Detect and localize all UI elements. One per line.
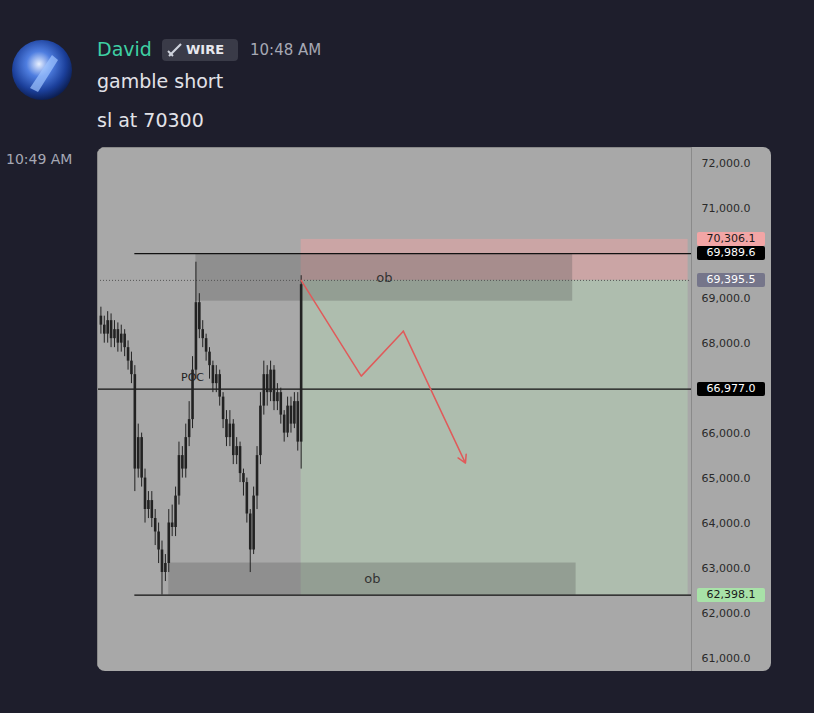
svg-text:71,000.0: 71,000.0: [702, 202, 751, 215]
html-text:62,398.1: 62,398.1: [706, 587, 756, 601]
svg-text:66,000.0: 66,000.0: [702, 427, 751, 440]
svg-text:69,000.0: 69,000.0: [702, 292, 751, 305]
html-text:69,395.5: 69,395.5: [706, 272, 756, 286]
svg-text:72,000.0: 72,000.0: [702, 157, 751, 170]
html-text:69,989.6: 69,989.6: [706, 246, 756, 260]
svg-text:63,000.0: 63,000.0: [702, 562, 751, 575]
html-text:10:48 AM: 10:48 AM: [250, 41, 322, 59]
html-text:David: David: [97, 38, 152, 60]
html-text:gamble short: gamble short: [97, 70, 224, 92]
html-text:sl at 70300: sl at 70300: [97, 109, 204, 131]
html-text:66,977.0: 66,977.0: [706, 381, 756, 395]
html-text:70,306.1: 70,306.1: [706, 231, 756, 245]
svg-text:61,000.0: 61,000.0: [702, 652, 751, 665]
html-text:10:49 AM: 10:49 AM: [6, 151, 73, 167]
svg-text:POC: POC: [181, 371, 204, 384]
svg-text:65,000.0: 65,000.0: [702, 472, 751, 485]
svg-text:68,000.0: 68,000.0: [702, 337, 751, 350]
svg-text:64,000.0: 64,000.0: [702, 517, 751, 530]
html-text:WIRE: WIRE: [186, 42, 225, 57]
svg-text:ob: ob: [364, 571, 380, 586]
svg-text:ob: ob: [376, 270, 392, 285]
svg-text:62,000.0: 62,000.0: [702, 607, 751, 620]
